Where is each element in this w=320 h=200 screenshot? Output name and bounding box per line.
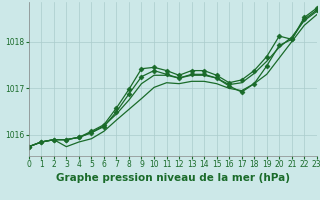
X-axis label: Graphe pression niveau de la mer (hPa): Graphe pression niveau de la mer (hPa) bbox=[56, 173, 290, 183]
